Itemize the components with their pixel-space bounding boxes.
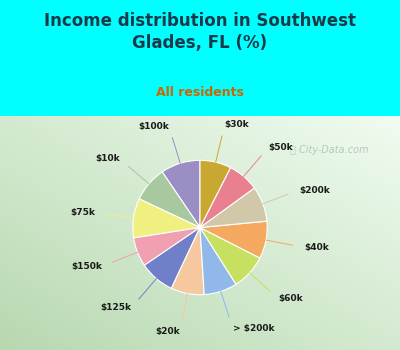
Text: $100k: $100k (138, 122, 169, 131)
Wedge shape (144, 228, 200, 288)
Wedge shape (200, 221, 267, 258)
Text: All residents: All residents (156, 86, 244, 99)
Text: $200k: $200k (299, 186, 330, 195)
Text: $60k: $60k (278, 294, 303, 303)
Text: $30k: $30k (225, 120, 249, 129)
Wedge shape (171, 228, 204, 295)
Wedge shape (139, 172, 200, 228)
Wedge shape (134, 228, 200, 265)
Wedge shape (200, 168, 254, 228)
Text: $150k: $150k (71, 262, 102, 271)
Wedge shape (200, 188, 267, 228)
Text: Income distribution in Southwest
Glades, FL (%): Income distribution in Southwest Glades,… (44, 12, 356, 52)
Text: $40k: $40k (304, 243, 329, 252)
Wedge shape (200, 228, 260, 284)
Wedge shape (162, 160, 200, 228)
Wedge shape (133, 199, 200, 238)
Text: ⓘ City-Data.com: ⓘ City-Data.com (290, 145, 369, 155)
Wedge shape (200, 160, 230, 228)
Text: $10k: $10k (95, 154, 120, 163)
Text: $50k: $50k (269, 142, 293, 152)
Text: > $200k: > $200k (233, 323, 274, 332)
Text: $20k: $20k (156, 327, 180, 336)
Text: $75k: $75k (70, 208, 95, 217)
Wedge shape (200, 228, 236, 295)
Text: $125k: $125k (100, 303, 131, 313)
